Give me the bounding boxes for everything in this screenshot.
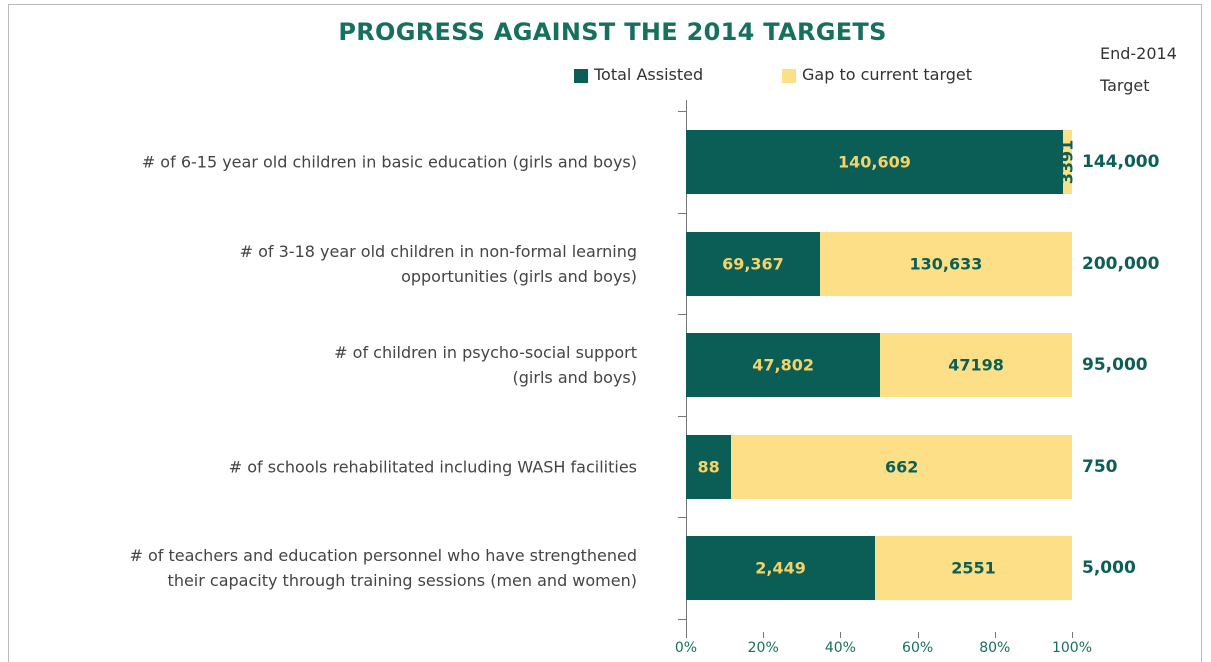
x-tick-label: 60% xyxy=(902,640,934,656)
category-label: # of 3-18 year old children in non-forma… xyxy=(239,241,637,286)
value-label: 2551 xyxy=(951,558,996,578)
bar-segment xyxy=(1062,130,1072,194)
category-label: # of teachers and education personnel wh… xyxy=(129,546,637,590)
bar-segment xyxy=(686,536,876,600)
row-separator xyxy=(678,111,686,113)
bar-segment xyxy=(880,333,1072,397)
value-label: 47198 xyxy=(948,355,1004,375)
value-label: 2,449 xyxy=(755,558,806,578)
bar-segment xyxy=(686,333,881,397)
category-label: # of schools rehabilitated including WAS… xyxy=(228,457,637,476)
bar-segment xyxy=(686,434,732,499)
row-separator xyxy=(678,618,686,620)
target-header: End-2014 Target xyxy=(1100,44,1177,95)
legend-swatch xyxy=(574,69,588,83)
x-tick xyxy=(840,632,842,638)
bar-segment xyxy=(686,130,1063,194)
x-tick xyxy=(1072,632,1073,638)
value-label: 3391 xyxy=(1057,139,1077,185)
row-separator xyxy=(678,415,686,417)
bar-segment xyxy=(875,536,1072,600)
x-tick xyxy=(686,632,687,638)
value-label: 69,367 xyxy=(722,254,784,273)
legend-label: Gap to current target xyxy=(802,65,973,84)
target-label: 95,000 xyxy=(1082,355,1148,375)
x-tick xyxy=(994,632,996,638)
x-tick-label: 20% xyxy=(747,640,779,656)
row-separator xyxy=(678,517,686,519)
category-label: # of children in psycho-social support (… xyxy=(334,343,637,387)
value-label: 88 xyxy=(697,457,720,476)
bar-segment xyxy=(819,231,1072,296)
x-tick-label: 100% xyxy=(1051,640,1093,656)
target-label: 5,000 xyxy=(1082,558,1136,578)
legend-label: Total Assisted xyxy=(594,65,704,84)
target-label: 144,000 xyxy=(1082,152,1160,172)
category-label: # of 6-15 year old children in basic edu… xyxy=(141,152,637,172)
x-tick-label: 0% xyxy=(674,640,698,656)
value-label: 130,633 xyxy=(909,254,983,273)
x-tick xyxy=(763,632,765,638)
x-tick-label: 80% xyxy=(979,640,1011,656)
legend-swatch xyxy=(782,69,796,83)
target-label: 750 xyxy=(1082,456,1118,477)
bar-segment xyxy=(731,434,1072,499)
target-label: 200,000 xyxy=(1082,253,1160,274)
value-label: 47,802 xyxy=(752,355,814,375)
chart-title: PROGRESS AGAINST THE 2014 TARGETS xyxy=(338,18,887,46)
value-label: 140,609 xyxy=(838,152,911,172)
row-separator xyxy=(678,314,686,316)
x-tick-label: 40% xyxy=(824,640,856,656)
bar-segment xyxy=(686,231,820,296)
value-label: 662 xyxy=(884,457,919,476)
frame xyxy=(8,4,1202,662)
row-separator xyxy=(678,212,686,214)
x-tick xyxy=(917,632,919,638)
